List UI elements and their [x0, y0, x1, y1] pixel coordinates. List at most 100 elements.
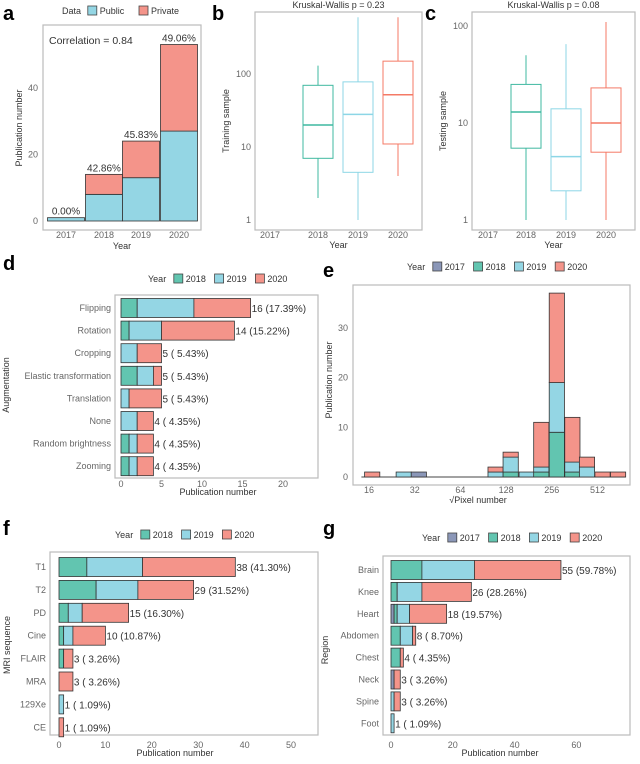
bar-data-label: 3 ( 3.26%) [401, 697, 447, 708]
y-tick-label: 20 [338, 373, 348, 383]
y-tick-label: 100 [236, 69, 251, 79]
bar-segment-2018 [393, 603, 398, 624]
category-label: FLAIR [20, 654, 46, 664]
x-tick-label: 40 [510, 740, 520, 750]
x-tick-label: 2020 [596, 230, 616, 240]
hist-bar-2018 [548, 431, 565, 478]
category-label: Abdomen [340, 631, 379, 641]
bar-segment-2019 [128, 320, 162, 341]
legend-swatch-public [87, 5, 98, 16]
x-axis-label: Year [113, 241, 131, 251]
bar-data-label: 45.83% [124, 130, 158, 141]
bar-segment-2020 [81, 602, 129, 623]
plot-area-b [254, 11, 423, 231]
panel-label-a: a [3, 3, 15, 25]
hist-bar-2018 [502, 471, 519, 478]
bar-segment-2020 [137, 580, 194, 600]
legend-label: 2019 [227, 274, 247, 284]
bar-segment-2020 [136, 411, 154, 431]
legend-label: 2018 [186, 274, 206, 284]
bar-segment-2018 [390, 647, 401, 668]
hist-bar-2019 [578, 466, 595, 478]
bar-segment-2020 [193, 298, 251, 318]
x-tick-label: 30 [193, 740, 203, 750]
bar-data-label: 1 ( 1.09%) [395, 719, 441, 730]
plot-area-f [49, 551, 319, 736]
panel-label-c: c [425, 3, 436, 25]
legend-label: 2020 [267, 274, 287, 284]
bar-segment-2019 [136, 298, 195, 318]
correlation-annotation: Correlation = 0.84 [49, 35, 133, 47]
bar-segment-2019 [58, 694, 65, 715]
x-tick-label: 0 [56, 740, 61, 750]
y-axis-label: Region [320, 636, 330, 665]
box-2018 [510, 83, 542, 149]
x-axis-label: Year [544, 240, 562, 250]
bar-segment-2018 [58, 648, 65, 669]
bar-segment-2020 [58, 671, 74, 692]
legend-title: Year [422, 533, 440, 543]
hist-bar-2018 [533, 471, 550, 478]
x-tick-label: 2018 [516, 230, 536, 240]
category-label: Chest [355, 653, 379, 663]
x-tick-label: 2018 [94, 230, 114, 240]
legend-swatch-2020 [554, 261, 565, 272]
bar-data-label: 1 ( 1.09%) [65, 700, 111, 711]
category-label: Knee [358, 587, 379, 597]
legend-label: 2018 [501, 533, 521, 543]
legend-label: 2019 [541, 533, 561, 543]
hist-bar-2020 [610, 471, 627, 478]
bar-segment-2019 [63, 625, 74, 646]
bar-segment-2020 [393, 691, 401, 712]
legend-label: 2017 [445, 262, 465, 272]
hist-bar-2020 [594, 471, 611, 478]
y-axis-label: Testing sample [438, 91, 448, 151]
bar-segment-2018 [120, 320, 130, 341]
y-axis-label: Augmentation [1, 357, 11, 413]
x-tick-label: 2017 [56, 230, 76, 240]
bar-public-2017 [47, 217, 85, 222]
category-label: Brain [358, 565, 379, 575]
category-label: Flipping [79, 303, 111, 313]
legend-swatch-2018 [140, 529, 151, 540]
legend-title: Data [62, 6, 81, 16]
bar-data-label: 0.00% [52, 207, 80, 218]
x-tick-label: 15 [237, 479, 247, 489]
legend-swatch-2020 [254, 273, 265, 284]
x-tick-label: 0 [388, 740, 393, 750]
legend-label: 2019 [526, 262, 546, 272]
x-tick-label: 50 [286, 740, 296, 750]
legend-swatch-2018 [173, 273, 184, 284]
category-label: Rotation [77, 326, 111, 336]
legend-swatch-2019 [181, 529, 192, 540]
bar-data-label: 5 ( 5.43%) [163, 349, 209, 360]
hist-bar-2020 [564, 416, 581, 463]
x-tick-label: 512 [590, 485, 605, 495]
bar-data-label: 4 ( 4.35%) [154, 440, 200, 451]
y-tick-label: 30 [338, 323, 348, 333]
category-label: Heart [357, 609, 380, 619]
x-tick-label: 20 [448, 740, 458, 750]
legend-label: 2020 [567, 262, 587, 272]
x-tick-label: 256 [544, 485, 559, 495]
x-tick-label: 2018 [308, 230, 328, 240]
category-label: Zooming [76, 461, 111, 471]
x-tick-label: 2020 [388, 230, 408, 240]
x-tick-label: 5 [159, 479, 164, 489]
bar-segment-2020 [421, 582, 472, 602]
bar-private-2018 [85, 173, 123, 195]
legend-swatch-2019 [214, 273, 225, 284]
bar-segment-2020 [474, 560, 562, 580]
bar-segment-2020 [136, 456, 154, 477]
bar-segment-2019 [67, 602, 83, 623]
category-label: Random brightness [33, 439, 112, 449]
bar-segment-2019 [120, 388, 130, 409]
x-tick-label: 10 [197, 479, 207, 489]
box-2018 [302, 84, 334, 159]
hist-bar-2019 [533, 466, 550, 473]
bar-data-label: 1 ( 1.09%) [65, 723, 111, 734]
bar-data-label: 55 (59.78%) [562, 566, 616, 577]
x-tick-label: 2019 [348, 230, 368, 240]
bar-segment-2019 [136, 365, 154, 386]
x-tick-label: 2017 [478, 230, 498, 240]
